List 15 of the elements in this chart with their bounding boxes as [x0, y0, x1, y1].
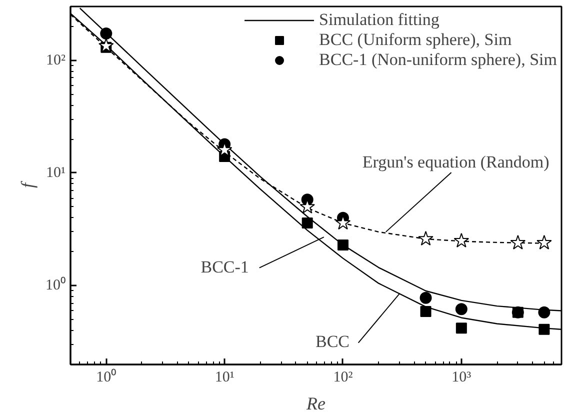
annotation: BCC-1: [200, 258, 249, 277]
x-tick-label: 10²: [333, 370, 354, 386]
legend-label: BCC-1 (Non-uniform sphere), Sim: [319, 50, 557, 70]
annotation: Ergun's equation (Random): [362, 152, 550, 172]
legend-label: BCC (Uniform sphere), Sim: [319, 30, 512, 50]
x-tick-label: 10¹: [214, 370, 234, 386]
y-axis-title: f: [18, 180, 38, 188]
x-tick-label: 10⁰: [96, 368, 116, 386]
x-axis-title: Re: [306, 394, 326, 414]
x-tick-label: 10³: [452, 370, 472, 386]
annotation: BCC: [315, 332, 350, 352]
y-tick-label: 10²: [46, 52, 66, 68]
y-tick-label: 10¹: [46, 164, 66, 181]
legend-label: Simulation fitting: [319, 10, 440, 30]
y-tick-label: 10⁰: [46, 276, 66, 294]
